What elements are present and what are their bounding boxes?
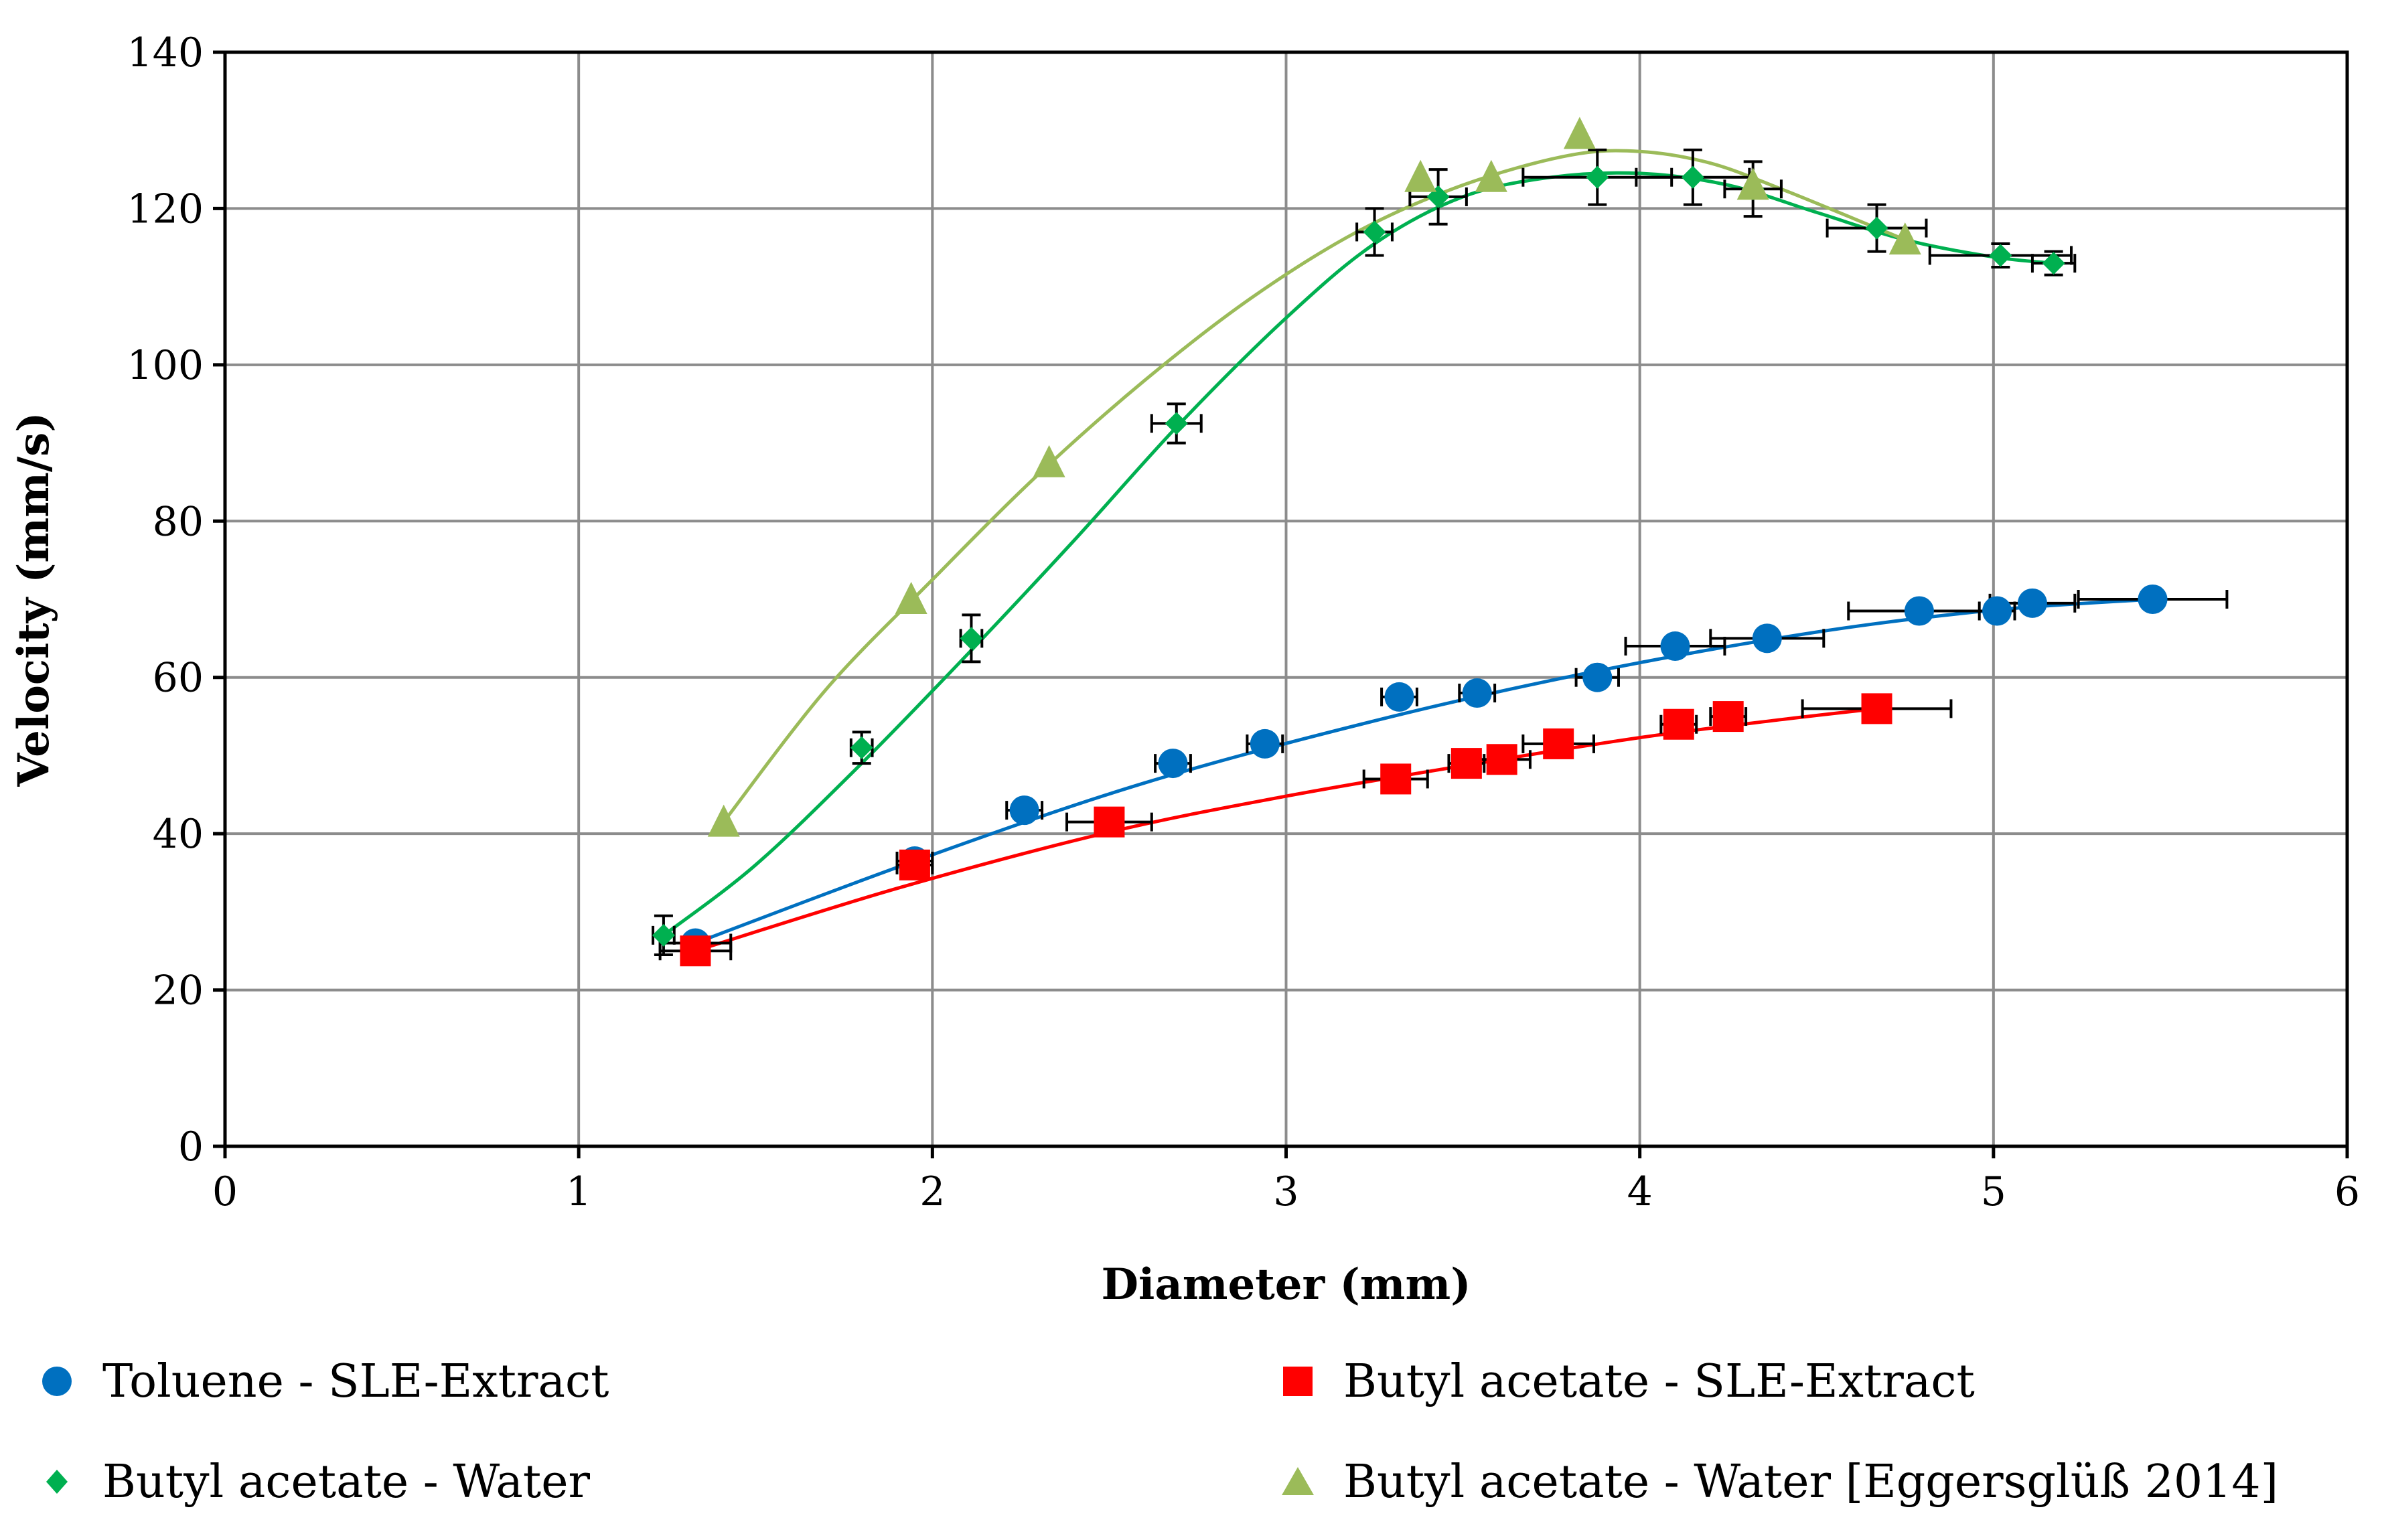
data-point-triangle (1563, 117, 1596, 149)
data-point-triangle (895, 582, 927, 614)
data-point-square (1861, 693, 1892, 724)
x-tick-label: 5 (1981, 1168, 2006, 1215)
data-point-circle (1660, 631, 1690, 662)
data-point-square (899, 849, 930, 880)
error-bars (652, 148, 2229, 961)
y-tick-label: 80 (153, 498, 204, 545)
data-point-triangle (707, 804, 740, 837)
data-point-circle (1904, 596, 1934, 626)
data-point-triangle (1475, 159, 1507, 192)
fit-curve-series-3 (722, 149, 1906, 824)
data-point-circle (1384, 682, 1414, 712)
data-point-square (1450, 748, 1482, 779)
x-tick-label: 0 (212, 1168, 238, 1215)
data-point-diamond (1165, 412, 1188, 435)
data-point-circle (1582, 662, 1613, 692)
data-point-diamond (1363, 220, 1386, 244)
data-point-square (680, 935, 711, 967)
y-axis-label: Velocity (mm/s) (9, 412, 59, 787)
data-point-circle (1158, 749, 1188, 779)
fit-curves (662, 149, 2153, 953)
data-point-diamond (1865, 216, 1888, 240)
data-point-diamond (652, 923, 675, 947)
data-point-circle (1250, 728, 1280, 759)
y-tick-label: 20 (153, 968, 204, 1014)
data-point-triangle (1033, 445, 1065, 477)
data-point-square (1543, 728, 1574, 759)
data-point-triangle (1404, 159, 1437, 192)
x-tick-label: 4 (1627, 1168, 1653, 1215)
data-point-diamond (1586, 165, 1609, 189)
data-point-square (1486, 744, 1517, 775)
data-point-square (1094, 806, 1125, 838)
y-tick-label: 100 (127, 342, 204, 389)
data-point-square (1663, 708, 1694, 740)
y-tick-label: 40 (153, 811, 204, 858)
x-tick-label: 6 (2334, 1168, 2360, 1215)
data-point-triangle (1888, 222, 1921, 255)
data-point-diamond (960, 627, 983, 650)
fit-curve-series-2 (662, 171, 2054, 937)
data-points (652, 117, 2168, 967)
data-point-triangle (1736, 167, 1769, 200)
data-point-circle (1462, 678, 1492, 708)
data-point-circle (1009, 795, 1039, 826)
data-point-square (1380, 763, 1412, 795)
x-tick-label: 2 (919, 1168, 945, 1215)
y-tick-label: 140 (127, 29, 204, 76)
data-point-diamond (1989, 244, 2012, 267)
x-axis-label: Diameter (mm) (1102, 1259, 1471, 1310)
x-tick-label: 3 (1273, 1168, 1298, 1215)
data-point-circle (2017, 588, 2047, 618)
data-point-circle (1982, 596, 2012, 626)
data-point-circle (2138, 585, 2168, 614)
x-tick-label: 1 (566, 1168, 591, 1215)
y-tick-label: 120 (127, 185, 204, 232)
y-tick-label: 60 (153, 655, 204, 702)
data-point-square (1712, 701, 1744, 733)
y-tick-label: 0 (178, 1124, 204, 1170)
data-point-diamond (1681, 165, 1704, 189)
data-point-circle (1752, 623, 1782, 653)
data-point-diamond (850, 736, 873, 759)
data-point-diamond (2042, 252, 2065, 275)
fit-curve-series-0 (694, 597, 2153, 945)
